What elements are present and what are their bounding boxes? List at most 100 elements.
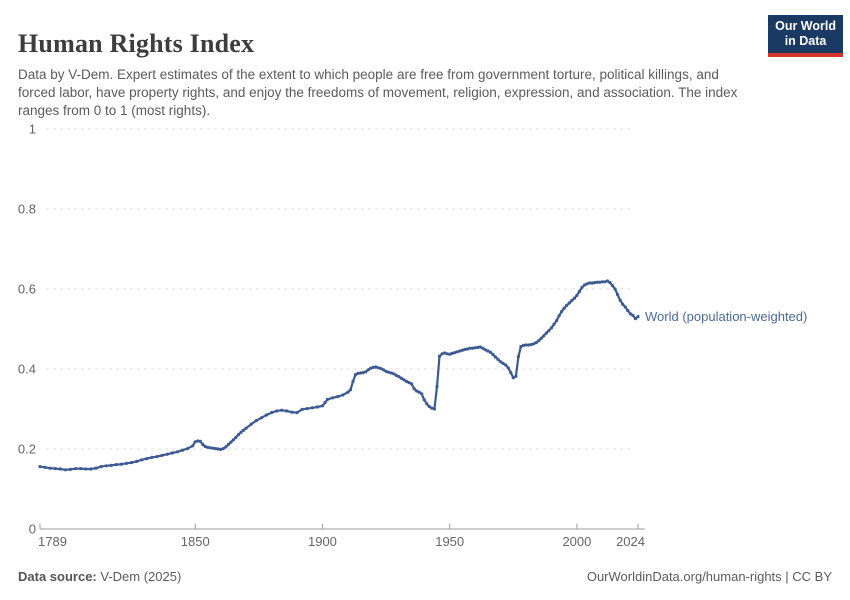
series-point — [226, 443, 230, 447]
series-point — [353, 373, 358, 377]
series-point — [216, 447, 220, 451]
series-point — [440, 352, 444, 356]
series-point — [58, 467, 63, 471]
series-point — [539, 336, 543, 340]
series-point — [374, 365, 378, 369]
series-point — [369, 366, 373, 370]
series-point — [104, 464, 108, 468]
owid-logo-line2: in Data — [784, 34, 827, 48]
series-point — [404, 379, 408, 383]
series-point — [389, 371, 393, 375]
series-point — [214, 447, 218, 451]
series-point — [175, 450, 179, 454]
series-point — [588, 281, 592, 285]
series-point — [552, 322, 556, 326]
series-point — [534, 341, 538, 345]
series-point — [198, 439, 202, 443]
series-point — [300, 407, 304, 411]
series-point — [435, 385, 439, 389]
series-point — [384, 369, 388, 373]
data-source-note: Data source: V-Dem (2025) — [18, 569, 181, 584]
series-point — [63, 468, 67, 472]
series-point — [402, 378, 406, 382]
series-point — [295, 411, 299, 415]
series-point — [242, 428, 246, 432]
series-point — [417, 390, 421, 394]
series-point — [290, 410, 294, 414]
series-point — [593, 281, 597, 285]
series-point — [259, 416, 263, 420]
series-point — [557, 314, 561, 318]
data-source-value: V-Dem (2025) — [96, 569, 182, 584]
series-point — [346, 390, 350, 394]
series-point — [476, 345, 480, 349]
series-point — [590, 281, 594, 285]
series-point — [254, 419, 258, 423]
series-point — [196, 439, 200, 443]
series-point — [130, 461, 134, 465]
series-point — [537, 339, 541, 343]
x-tick-label: 2024 — [616, 534, 645, 549]
series-point — [626, 309, 630, 313]
series-point — [409, 382, 414, 386]
owid-url-link[interactable]: OurWorldinData.org/human-rights | CC BY — [586, 569, 832, 584]
series-point — [239, 430, 243, 434]
series-point — [341, 393, 345, 397]
series-point — [506, 366, 510, 370]
series-point — [219, 447, 223, 451]
series-point — [486, 349, 490, 353]
series-point — [43, 465, 47, 469]
series-point — [483, 348, 487, 352]
series-point — [567, 301, 571, 305]
series-point — [509, 371, 513, 375]
series-point — [488, 350, 492, 354]
series-point — [236, 433, 241, 437]
series-point — [201, 443, 205, 447]
series-point — [371, 365, 375, 369]
series-point — [473, 346, 477, 350]
series-point — [471, 346, 475, 350]
series-point — [527, 343, 531, 347]
series-point — [572, 296, 577, 300]
series-label: World (population-weighted) — [645, 309, 807, 324]
series-point — [186, 447, 190, 451]
series-point — [379, 367, 383, 371]
series-point — [430, 406, 434, 410]
series-point — [631, 313, 635, 317]
series-point — [427, 405, 431, 409]
series-point — [320, 404, 325, 408]
series-point — [305, 407, 309, 411]
series-point — [310, 406, 314, 410]
series-point — [211, 446, 215, 450]
series-point — [234, 435, 238, 439]
x-tick-label: 1950 — [435, 534, 464, 549]
series-point — [231, 438, 235, 442]
series-point — [633, 317, 638, 321]
series-point — [481, 346, 485, 350]
series-point — [206, 445, 210, 449]
series-point — [583, 283, 587, 287]
series-point — [84, 467, 88, 471]
series-point — [150, 455, 154, 459]
series-point — [621, 302, 625, 306]
series-point — [193, 440, 197, 444]
series-point — [499, 360, 503, 364]
series-point — [549, 326, 554, 330]
series-point — [397, 375, 401, 379]
series-point — [493, 355, 498, 359]
series-point — [432, 407, 436, 411]
series-point — [580, 285, 584, 289]
series-point — [264, 413, 269, 417]
series-point — [99, 465, 103, 469]
owid-logo[interactable]: Our World in Data — [768, 15, 843, 57]
series-point — [524, 343, 528, 347]
y-tick-label: 0.2 — [18, 442, 36, 457]
series-point — [585, 282, 589, 286]
series-point — [361, 371, 365, 375]
series-point — [465, 347, 470, 351]
series-point — [191, 444, 195, 448]
series-point — [514, 374, 518, 378]
series-point — [562, 306, 566, 310]
chart-subtitle: Data by V-Dem. Expert estimates of the e… — [18, 66, 738, 118]
